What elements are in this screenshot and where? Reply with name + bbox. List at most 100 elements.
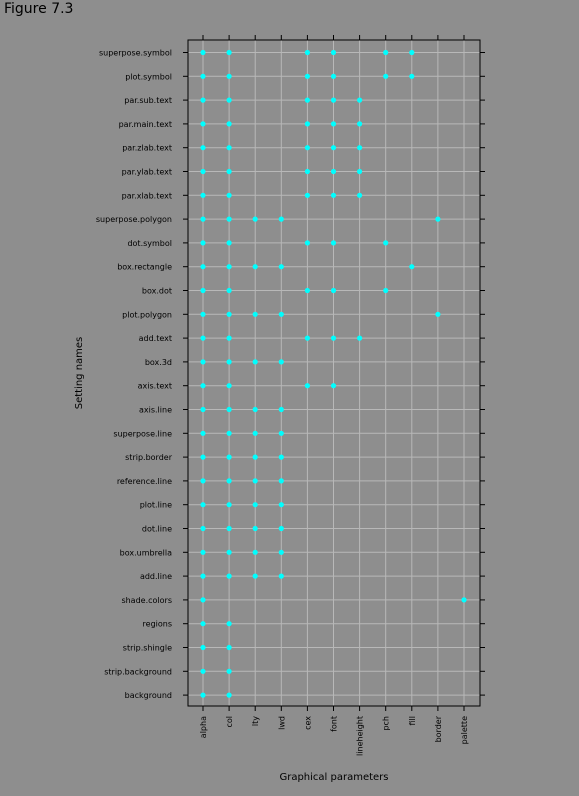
point-plot.polygon-alpha [200,311,206,317]
point-strip.border-lty [252,454,258,460]
point-axis.line-alpha [200,406,206,413]
y-tick-label-axis.line: axis.line [139,406,172,415]
point-par.zlab.text-cex [304,145,310,151]
point-par.zlab.text-col [226,145,232,151]
point-plot.symbol-alpha [200,73,206,79]
y-tick-label-strip.shingle: strip.shingle [123,644,172,653]
x-tick-label-pch: pch [382,716,391,731]
point-strip.border-lwd [278,454,284,460]
point-par.xlab.text-cex [304,192,310,198]
y-tick-label-plot.polygon: plot.polygon [122,310,172,319]
point-add.text-font [330,335,337,341]
y-tick-label-dot.line: dot.line [142,525,172,534]
point-plot.line-col [226,502,232,508]
point-strip.background-alpha [200,668,206,674]
x-tick-label-lty: lty [251,716,260,726]
point-regions-col [226,621,232,627]
point-background-col [226,692,232,698]
point-box.dot-cex [304,287,310,294]
y-tick-label-plot.symbol: plot.symbol [125,72,172,81]
point-background-alpha [200,692,206,698]
y-tick-label-reference.line: reference.line [117,477,172,486]
point-reference.line-lwd [278,478,284,484]
point-par.zlab.text-alpha [200,145,206,151]
point-par.ylab.text-cex [304,168,310,175]
point-plot.polygon-border [435,311,441,317]
y-tick-label-par.sub.text: par.sub.text [124,96,172,105]
y-tick-label-add.text: add.text [139,334,172,343]
point-add.line-lty [252,573,258,579]
point-superpose.symbol-cex [304,49,310,56]
point-plot.symbol-cex [304,73,310,79]
point-plot.line-lwd [278,502,284,508]
point-par.main.text-cex [304,121,310,127]
point-box.3d-lty [252,359,258,365]
point-strip.border-col [226,454,232,460]
point-box.dot-font [330,287,337,294]
x-tick-labels: alpha col lty lwd cex font lineheight pch fill bo… [199,715,469,756]
point-dot.line-lwd [278,525,284,532]
y-tick-label-par.xlab.text: par.xlab.text [122,191,172,200]
point-par.sub.text-alpha [200,97,206,103]
point-plot.polygon-lwd [278,311,284,317]
point-add.line-col [226,573,232,579]
point-add.text-col [226,335,232,341]
point-box.rectangle-lwd [278,264,284,270]
point-box.umbrella-col [226,549,232,555]
point-superpose.symbol-col [226,49,232,56]
axis-ticks [183,35,485,711]
point-box.umbrella-lty [252,549,258,555]
y-tick-label-shade.colors: shade.colors [121,596,172,605]
point-par.sub.text-cex [304,97,310,103]
point-strip.shingle-alpha [200,644,206,651]
point-axis.line-lty [252,406,258,413]
point-superpose.polygon-lty [252,216,258,222]
point-dot.symbol-cex [304,240,310,246]
y-tick-label-plot.line: plot.line [140,501,172,510]
x-tick-label-lwd: lwd [277,716,286,730]
point-dot.line-lty [252,525,258,532]
point-box.dot-pch [383,287,389,294]
point-plot.symbol-font [330,73,337,79]
point-regions-alpha [200,621,206,627]
data-points [200,49,467,698]
point-axis.line-lwd [278,406,284,413]
point-reference.line-lty [252,478,258,484]
point-par.ylab.text-col [226,168,232,175]
y-tick-label-box.rectangle: box.rectangle [117,263,172,272]
x-tick-label-font: font [330,716,339,732]
x-tick-label-col: col [225,716,234,728]
point-box.rectangle-lty [252,264,258,270]
y-tick-label-par.zlab.text: par.zlab.text [122,144,172,153]
point-shade.colors-palette [461,597,467,603]
point-box.umbrella-alpha [200,549,206,555]
x-tick-label-border: border [434,715,443,742]
point-box.3d-col [226,359,232,365]
point-strip.background-col [226,668,232,674]
point-add.text-alpha [200,335,206,341]
point-add.line-lwd [278,573,284,579]
point-reference.line-alpha [200,478,206,484]
point-axis.text-col [226,383,232,389]
point-dot.symbol-alpha [200,240,206,246]
point-dot.line-alpha [200,525,206,532]
y-tick-label-box.3d: box.3d [145,358,172,367]
y-tick-label-superpose.polygon: superpose.polygon [96,215,172,224]
point-superpose.symbol-fill [409,49,415,56]
point-superpose.line-alpha [200,430,206,436]
point-axis.text-font [330,383,337,389]
point-superpose.polygon-col [226,216,232,222]
point-par.xlab.text-font [330,192,337,198]
point-par.sub.text-col [226,97,232,103]
point-superpose.symbol-pch [383,49,389,56]
point-strip.shingle-col [226,644,232,651]
point-reference.line-col [226,478,232,484]
y-axis-title: Setting names [74,337,85,410]
point-par.main.text-alpha [200,121,206,127]
point-box.rectangle-alpha [200,264,206,270]
grid-lines [188,40,480,706]
point-par.sub.text-font [330,97,337,103]
point-plot.polygon-lty [252,311,258,317]
point-dot.symbol-font [330,240,337,246]
y-tick-label-add.line: add.line [140,572,172,581]
